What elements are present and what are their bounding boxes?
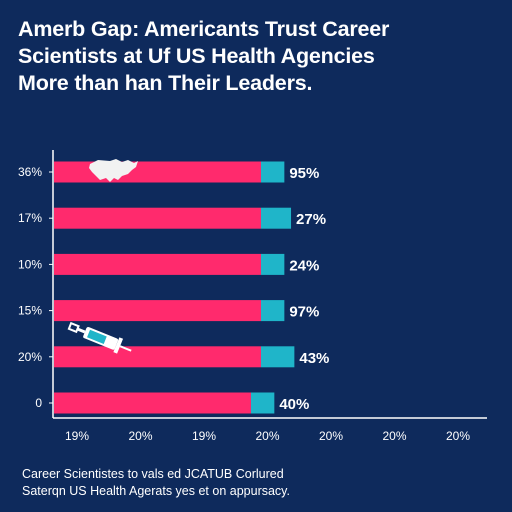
x-tick-label: 20% [255,429,279,443]
us-map-icon [89,159,138,182]
bar-secondary [260,253,285,275]
data-label: 24% [289,257,319,274]
x-tick-label: 20% [128,429,152,443]
data-label: 43% [299,350,329,367]
x-tick-label: 19% [192,429,216,443]
syringe-rod [76,327,86,334]
y-tick-label: 17% [18,211,42,225]
bar-secondary [260,300,285,322]
syringe-needle [119,345,132,352]
caption-line-1: Career Scientistes to vals ed JCATUB Cor… [22,467,284,481]
bar-primary [54,300,261,322]
y-tick-label: 20% [18,350,42,364]
syringe-plunger [67,321,80,334]
x-tick-label: 20% [446,429,470,443]
title-line-1: Amerb Gap: Americants Trust Career [18,17,390,41]
bar-secondary [260,207,292,229]
data-label: 27% [296,211,326,228]
y-tick-label: 0 [35,396,42,410]
title-line-3: More than han Their Leaders. [18,71,313,95]
y-tick-label: 15% [18,304,42,318]
bar-primary [54,392,251,414]
bar-secondary [260,161,285,183]
data-label: 40% [279,396,309,413]
us-map-shape [89,159,138,182]
data-label: 97% [289,304,319,321]
syringe-icon [67,321,132,354]
bar-primary [54,346,261,368]
x-tick-label: 20% [319,429,343,443]
data-label: 95% [289,165,319,182]
bar-secondary [260,346,295,368]
x-tick-label: 20% [382,429,406,443]
y-tick-label: 10% [18,257,42,271]
bar-secondary [250,392,275,414]
chart-caption: Career Scientistes to vals ed JCATUB Cor… [22,466,502,500]
bar-primary [54,207,261,229]
x-tick-label: 19% [65,429,89,443]
bar-primary [54,253,261,275]
caption-line-2: Saterqn US Health Agerats yes et on appu… [22,484,290,498]
bar-primary [54,161,261,183]
chart-title: Amerb Gap: Americants Trust Career Scien… [18,16,498,97]
syringe-hub [113,337,124,354]
title-line-2: Scientists at Uf US Health Agencies [18,44,375,68]
syringe-liquid [87,329,107,344]
y-tick-label: 36% [18,165,42,179]
